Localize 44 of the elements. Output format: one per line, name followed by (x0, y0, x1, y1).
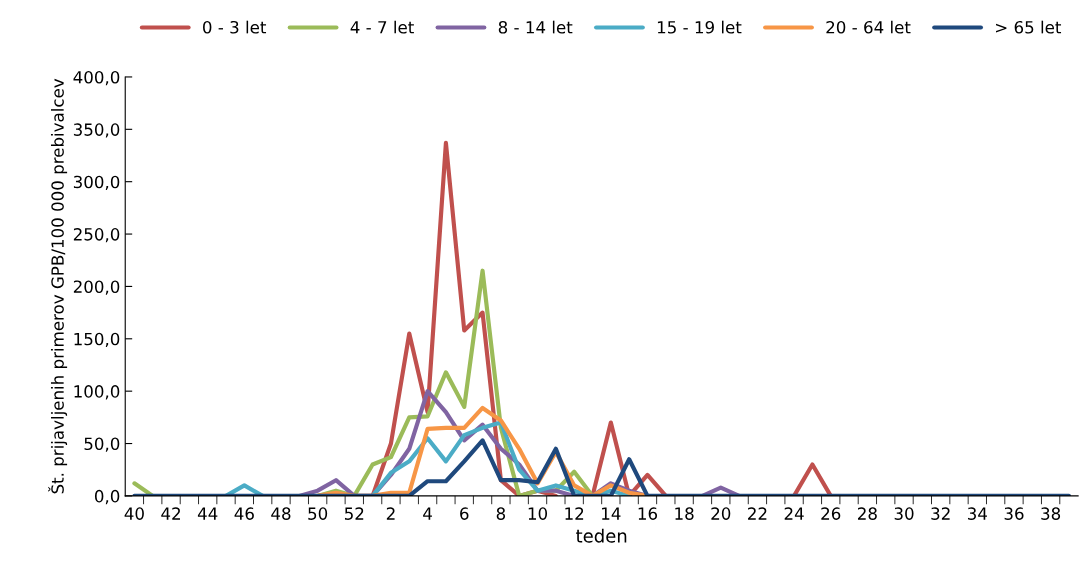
x-tick-label: 42 (161, 507, 180, 520)
x-tick-label: 4 (423, 507, 432, 520)
x-tick-label: 48 (271, 507, 291, 520)
x-tick-label: 28 (858, 507, 877, 520)
x-axis-title: teden (576, 528, 627, 543)
y-tick-label: 200,0 (73, 280, 120, 295)
x-tick-label: 20 (711, 507, 731, 520)
x-tick-label: 22 (748, 507, 767, 520)
x-tick-label: 16 (638, 507, 658, 520)
y-tick-label: 300,0 (73, 175, 120, 190)
y-tick-label: 250,0 (73, 228, 120, 243)
legend-label: > 65 let (996, 20, 1062, 34)
legend-label: 8 - 14 let (498, 20, 573, 34)
y-tick-label: 150,0 (74, 332, 120, 348)
x-tick-label: 18 (675, 507, 694, 520)
y-tick-label: 400,0 (73, 70, 120, 86)
x-tick-label: 44 (197, 507, 218, 520)
x-tick-label: 12 (565, 507, 584, 520)
x-tick-label: 24 (784, 507, 804, 520)
legend-label: 20 - 64 let (826, 20, 911, 34)
legend-label: 0 - 3 let (203, 20, 267, 34)
x-tick-label: 26 (821, 507, 841, 520)
x-tick-label: 40 (124, 507, 144, 520)
legend-label: 15 - 19 let (657, 20, 742, 34)
y-tick-label: 50,0 (84, 437, 120, 452)
y-axis-title: Št. prijavljenih primerov GPB/100 000 prebivalcev (48, 78, 68, 494)
x-tick-label: 14 (602, 507, 621, 520)
x-tick-label: 50 (308, 507, 328, 520)
x-tick-label: 8 (496, 507, 506, 520)
x-tick-label: 32 (931, 507, 950, 520)
x-tick-label: 38 (1041, 507, 1061, 520)
x-tick-label: 36 (1004, 507, 1024, 520)
x-tick-label: 34 (967, 507, 987, 520)
x-tick-label: 30 (894, 507, 914, 520)
x-tick-label: 10 (528, 507, 548, 520)
x-tick-label: 52 (344, 507, 364, 520)
x-tick-label: 2 (386, 507, 395, 520)
legend-label: 4 - 7 let (350, 20, 414, 34)
x-tick-label: 6 (460, 507, 469, 520)
x-tick-label: 46 (234, 507, 254, 520)
line-series (132, 438, 1072, 496)
y-tick-label: 350,0 (73, 123, 120, 138)
y-tick-label: 100,0 (74, 385, 120, 400)
y-tick-label: 0,0 (94, 489, 120, 505)
